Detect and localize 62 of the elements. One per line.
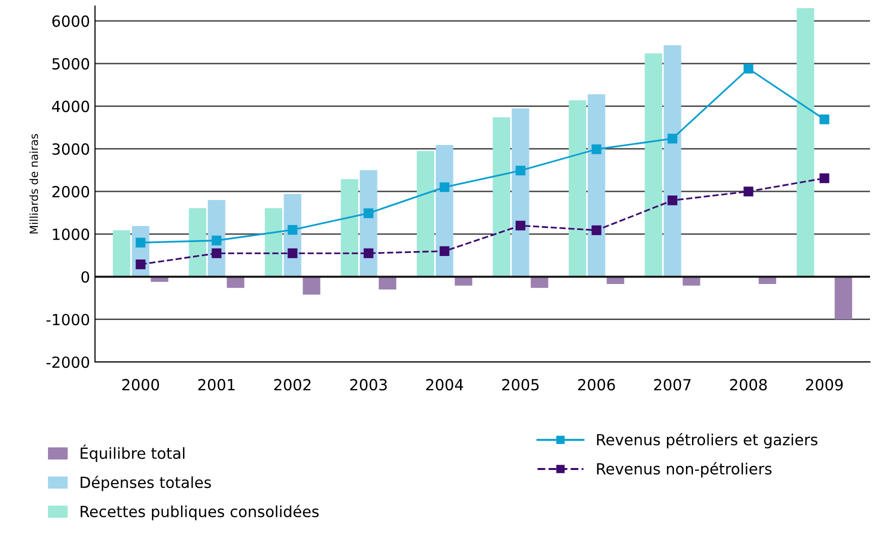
point [516,220,526,230]
point [516,166,526,176]
bar [588,94,606,277]
y-tick-label: -1000 [46,314,90,326]
bar [512,108,530,277]
legend-label: Revenus non-pétroliers [597,462,772,478]
y-tick-label: 6000 [52,15,90,27]
x-tick-label: 2005 [502,378,539,390]
point [592,225,602,236]
bar [340,179,358,277]
x-tick-label: 2008 [730,378,767,390]
point [288,224,298,235]
bar [492,117,510,277]
y-tick-label: 4000 [52,100,90,112]
bar [416,150,434,277]
bar [796,8,814,277]
point [668,196,678,206]
bar [188,208,206,277]
y-axis-title: Milliards de nairas [29,134,38,234]
bar [264,208,282,277]
bar [644,53,662,277]
y-tick-label: 0 [81,271,90,283]
y-tick-label: 2000 [52,186,90,198]
point [364,208,374,218]
x-tick-label: 2000 [122,378,160,390]
point [440,182,450,192]
y-tick-label: 5000 [52,58,90,70]
bar [530,276,548,288]
legend-label: Dépenses totales [80,476,211,492]
legend-label: Revenus pétroliers et gaziers [597,432,818,448]
bar [568,100,586,277]
point [668,134,678,144]
y-tick-label: -2000 [46,356,90,368]
point [288,248,298,258]
x-tick-label: 2002 [274,378,310,390]
point [136,260,146,270]
y-tick-label: 3000 [52,143,90,155]
legend-label: Équilibre total [80,444,184,462]
point [592,144,602,154]
point [212,236,222,246]
bar [112,230,130,277]
bar [302,276,320,295]
legend-label: Recettes publiques consolidées [80,504,319,520]
point [440,246,450,256]
x-tick-label: 2007 [654,378,691,390]
bar [664,45,682,277]
point [136,238,146,248]
point [744,186,754,196]
y-tick-label: 1000 [52,228,90,240]
point [364,248,374,258]
x-tick-label: 2001 [198,378,235,390]
point [820,173,830,184]
bar [834,276,852,320]
point [212,248,222,258]
point [820,114,830,124]
point [744,64,754,74]
bar [226,276,244,288]
x-tick-label: 2004 [426,378,464,390]
x-tick-label: 2006 [578,378,615,390]
bar [378,276,396,290]
x-tick-label: 2009 [806,378,843,390]
x-tick-label: 2003 [350,378,387,390]
